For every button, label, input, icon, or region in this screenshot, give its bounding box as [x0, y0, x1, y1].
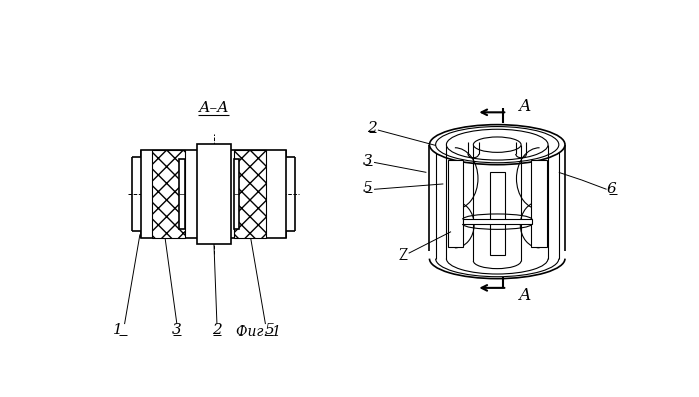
- Text: 3: 3: [363, 154, 373, 168]
- Ellipse shape: [429, 125, 565, 165]
- Text: А: А: [519, 287, 531, 304]
- Ellipse shape: [447, 129, 548, 160]
- Text: 7: 7: [398, 248, 407, 262]
- Text: 2: 2: [366, 121, 376, 135]
- Bar: [141, 150, 287, 238]
- Text: 2: 2: [212, 323, 222, 337]
- Ellipse shape: [473, 137, 521, 152]
- Bar: [463, 220, 532, 224]
- Bar: [448, 160, 463, 247]
- Text: А–А: А–А: [199, 101, 229, 115]
- Text: 5: 5: [264, 323, 274, 337]
- Bar: [234, 150, 266, 238]
- Bar: [179, 159, 185, 229]
- Text: 5: 5: [363, 181, 373, 195]
- Ellipse shape: [435, 127, 559, 163]
- Text: А: А: [519, 98, 531, 115]
- Text: 3: 3: [172, 323, 182, 337]
- Bar: [197, 144, 231, 244]
- Text: 1: 1: [113, 323, 123, 337]
- Text: Фиг. 1: Фиг. 1: [236, 326, 281, 339]
- Bar: [234, 159, 239, 229]
- Text: 6: 6: [607, 182, 617, 197]
- Bar: [531, 160, 547, 247]
- Bar: [152, 150, 185, 238]
- Bar: [489, 172, 505, 255]
